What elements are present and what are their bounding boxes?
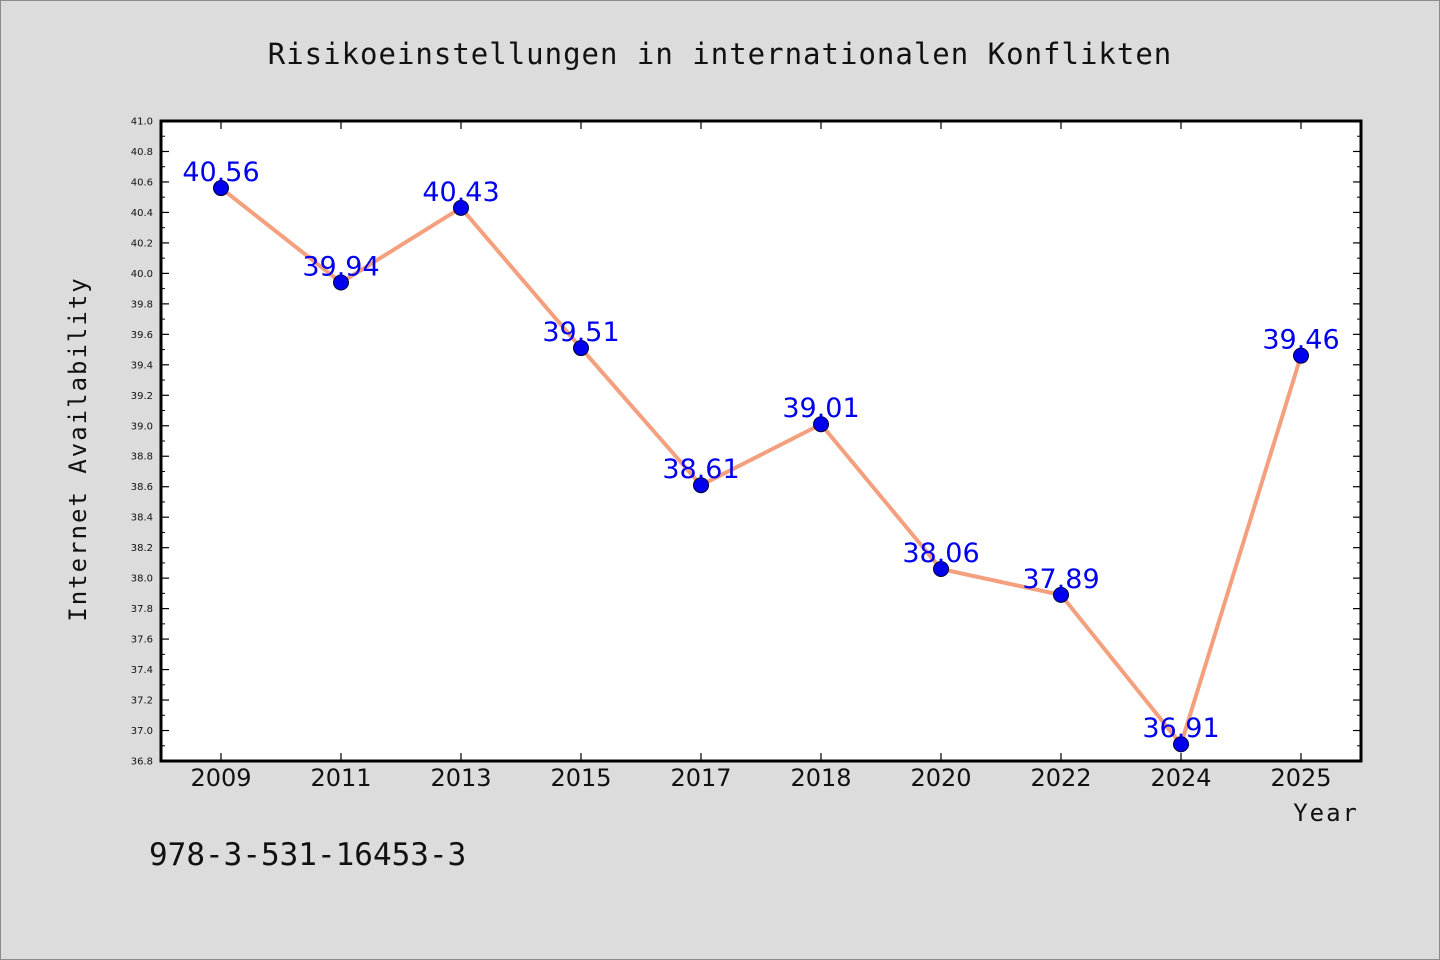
data-point-marker bbox=[573, 340, 589, 357]
y-tick-label: 38.0 bbox=[131, 574, 153, 585]
x-tick-label: 2013 bbox=[430, 764, 491, 792]
data-point-label: 39.94 bbox=[302, 252, 379, 283]
y-tick-label: 37.0 bbox=[131, 726, 153, 737]
plot-frame bbox=[159, 119, 1363, 763]
x-tick-label: 2022 bbox=[1030, 764, 1091, 792]
x-tick-label: 2020 bbox=[910, 764, 971, 792]
y-tick-label: 39.6 bbox=[131, 330, 153, 341]
x-axis-label: Year bbox=[1293, 799, 1359, 827]
data-point-marker bbox=[1293, 347, 1309, 364]
footnote: 978-3-531-16453-3 bbox=[149, 837, 466, 873]
x-axis-ticks: 2009 2011 2013 2015 2017 2018 2020 2022 2024 2025 bbox=[190, 121, 1332, 792]
y-tick-label: 40.8 bbox=[131, 147, 153, 158]
y-tick-label: 38.8 bbox=[131, 452, 153, 463]
data-point-marker bbox=[1053, 586, 1069, 603]
data-point-label: 37.89 bbox=[1022, 564, 1099, 595]
y-tick-label: 37.6 bbox=[131, 635, 153, 646]
y-tick-label: 36.8 bbox=[131, 757, 153, 768]
data-markers bbox=[213, 180, 1309, 753]
data-point-label: 36.91 bbox=[1142, 713, 1219, 744]
y-tick-label: 41.0 bbox=[131, 117, 153, 128]
data-point-marker bbox=[333, 274, 349, 291]
y-tick-label: 38.2 bbox=[131, 543, 153, 554]
data-point-label: 38.61 bbox=[662, 454, 739, 485]
data-point-marker bbox=[453, 199, 469, 216]
data-point-label: 39.51 bbox=[542, 317, 619, 348]
x-tick-label: 2018 bbox=[790, 764, 851, 792]
data-point-marker bbox=[813, 416, 829, 433]
y-axis-label: Internet Availability bbox=[64, 276, 92, 621]
y-tick-label: 39.2 bbox=[131, 391, 153, 402]
plot-area bbox=[161, 121, 1361, 761]
data-point-label: 38.06 bbox=[902, 538, 979, 569]
data-point-label: 40.56 bbox=[182, 157, 259, 188]
y-axis-ticks: 36.8 37.0 37.2 37.4 37.6 37.8 38.0 38.2 38.4 38.6… bbox=[131, 117, 1361, 768]
x-tick-label: 2017 bbox=[670, 764, 731, 792]
y-tick-label: 40.2 bbox=[131, 238, 153, 249]
y-tick-label: 37.2 bbox=[131, 696, 153, 707]
data-point-marker bbox=[693, 477, 709, 494]
x-tick-label: 2009 bbox=[190, 764, 251, 792]
y-tick-label: 39.0 bbox=[131, 421, 153, 432]
y-tick-label: 37.8 bbox=[131, 604, 153, 615]
y-tick-label: 38.6 bbox=[131, 482, 153, 493]
x-tick-label: 2015 bbox=[550, 764, 611, 792]
y-tick-label: 38.4 bbox=[131, 513, 153, 524]
data-point-label: 39.46 bbox=[1262, 325, 1339, 356]
y-tick-label: 40.0 bbox=[131, 269, 153, 280]
x-tick-label: 2011 bbox=[310, 764, 371, 792]
x-tick-label: 2024 bbox=[1150, 764, 1211, 792]
data-point-marker bbox=[933, 561, 949, 577]
data-point-marker bbox=[1173, 736, 1189, 753]
y-tick-label: 40.6 bbox=[131, 177, 153, 188]
series-line bbox=[219, 186, 1303, 747]
data-point-label: 39.01 bbox=[782, 393, 859, 424]
chart-title: Risikoeinstellungen in internationalen K… bbox=[268, 37, 1173, 71]
y-tick-label: 39.8 bbox=[131, 299, 153, 310]
y-tick-label: 39.4 bbox=[131, 360, 153, 371]
data-point-marker bbox=[213, 180, 229, 197]
x-tick-label: 2025 bbox=[1270, 764, 1331, 792]
data-point-label: 40.43 bbox=[422, 177, 499, 208]
data-labels: 40.56 39.94 40.43 39.51 38.61 39.01 38.06 37.89… bbox=[182, 157, 1339, 744]
y-tick-label: 40.4 bbox=[131, 208, 153, 219]
y-tick-label: 37.4 bbox=[131, 665, 153, 676]
